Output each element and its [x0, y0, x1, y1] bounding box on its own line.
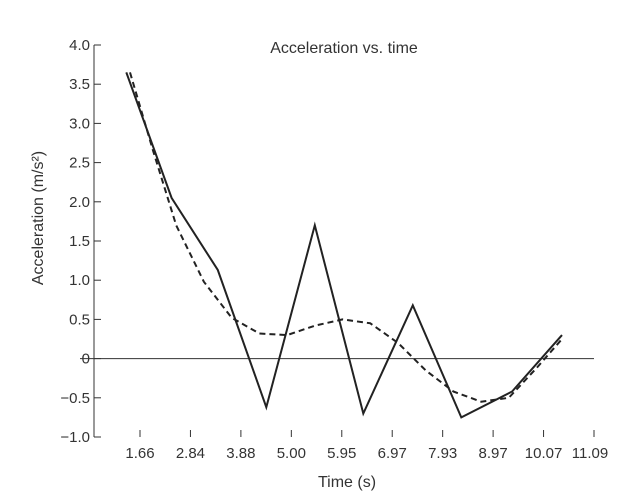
series-layer: [125, 72, 563, 419]
y-tick-label: 3.5: [69, 76, 90, 93]
x-tick-label: 8.97: [479, 445, 508, 462]
x-tick-label: 7.93: [428, 445, 457, 462]
x-tick-label: 1.66: [125, 445, 154, 462]
series-line-solid: [125, 72, 563, 419]
x-axis-ticks: 1.66 2.84 3.88 5.00 5.95 6.97 7.93 8.97 10.07 11.…: [125, 430, 608, 462]
y-tick-label: 0.5: [69, 311, 90, 328]
x-tick-label: 5.95: [327, 445, 356, 462]
x-axis-label: Time (s): [318, 474, 376, 491]
x-tick-label: 3.88: [226, 445, 255, 462]
y-tick-label: 2.0: [69, 194, 90, 211]
x-tick-label: 6.97: [378, 445, 407, 462]
y-tick-label: 1.0: [69, 272, 90, 289]
y-tick-label: 2.5: [69, 155, 90, 172]
y-tick-label: 3.0: [69, 115, 90, 132]
y-axis-label: Acceleration (m/s²): [30, 151, 47, 285]
series-line-dashed: [129, 72, 563, 403]
x-tick-label: 2.84: [176, 445, 205, 462]
y-tick-label: 1.5: [69, 233, 90, 250]
y-tick-label: −0.5: [60, 390, 90, 407]
y-tick-label: 4.0: [69, 37, 90, 54]
y-axis-ticks: 4.03.53.02.52.01.51.00.50−0.5−1.0: [60, 37, 101, 446]
y-tick-label: −1.0: [60, 429, 90, 446]
x-tick-label: 10.07: [525, 445, 563, 462]
x-tick-label: 5.00: [277, 445, 306, 462]
x-tick-label: 11.09: [572, 445, 608, 462]
chart-title: Acceleration vs. time: [270, 40, 418, 57]
